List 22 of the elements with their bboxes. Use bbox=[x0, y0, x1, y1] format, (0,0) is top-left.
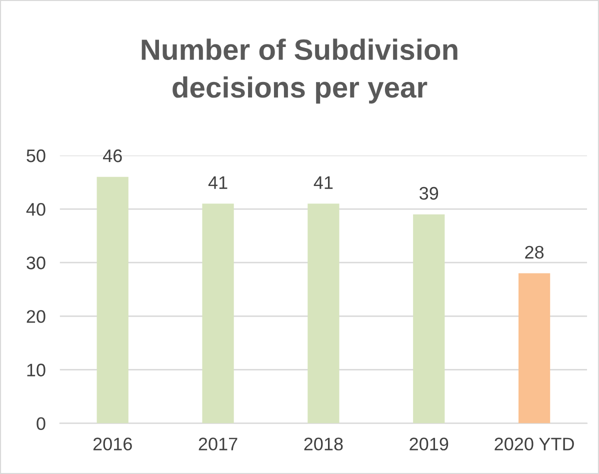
data-label: 41 bbox=[208, 176, 228, 189]
data-label: 41 bbox=[314, 176, 333, 189]
y-tick-label: 10 bbox=[27, 364, 46, 376]
y-tick-label: 50 bbox=[26, 149, 46, 162]
x-tick-label: 2016 bbox=[93, 438, 132, 450]
data-label: 28 bbox=[525, 246, 544, 259]
data-label: 46 bbox=[102, 149, 122, 162]
chart-title: Number of Subdivision decisions per year bbox=[142, 38, 458, 104]
x-tick-label: 2019 bbox=[410, 438, 448, 450]
x-tick-label: 2018 bbox=[304, 438, 343, 450]
bar bbox=[96, 176, 128, 424]
bar bbox=[308, 204, 340, 424]
bar bbox=[202, 204, 234, 424]
x-tick-label: 2020 YTD bbox=[494, 438, 574, 450]
y-tick-label: 0 bbox=[36, 417, 46, 430]
bar bbox=[518, 273, 550, 424]
bar bbox=[413, 214, 445, 424]
data-label: 39 bbox=[420, 186, 438, 200]
y-tick-label: 40 bbox=[26, 202, 46, 216]
x-tick-label: 2017 bbox=[198, 438, 238, 450]
y-tick-label: 30 bbox=[26, 256, 46, 270]
y-tick-label: 20 bbox=[26, 310, 46, 323]
